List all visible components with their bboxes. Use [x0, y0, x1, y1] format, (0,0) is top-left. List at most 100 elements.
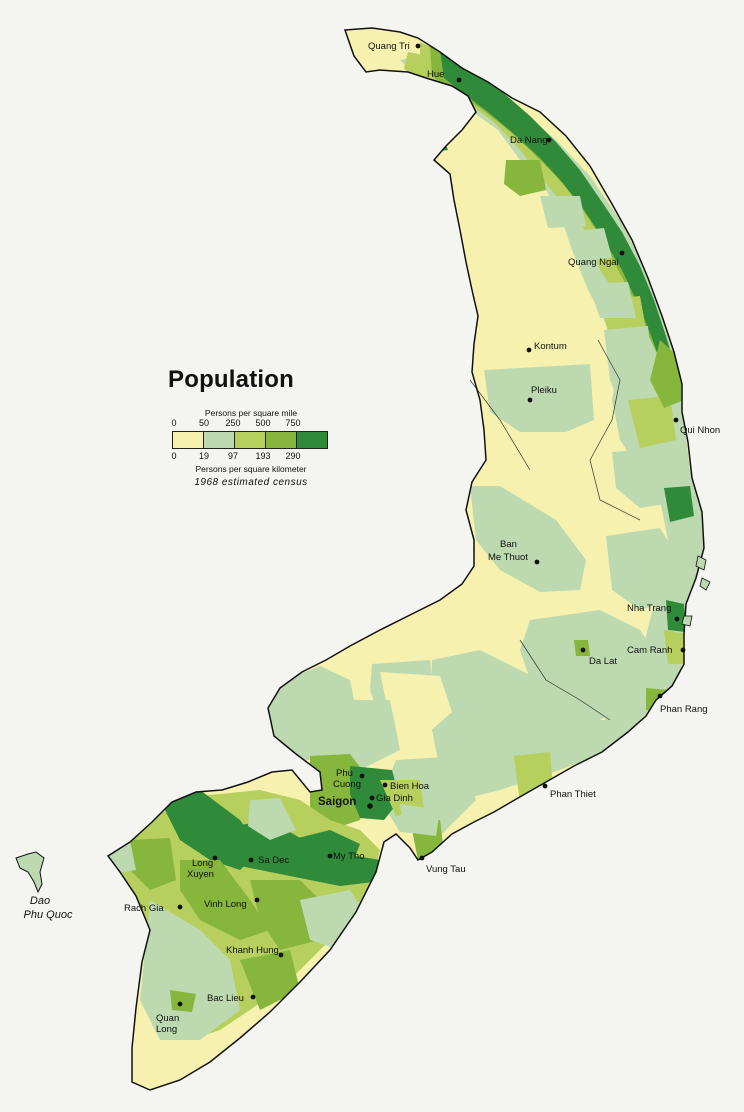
city-label-vung-tau: Vung Tau — [426, 864, 466, 875]
density-region — [248, 798, 296, 840]
legend-swatch — [297, 432, 327, 448]
city-marker — [212, 855, 218, 861]
city-label-saigon: Saigon — [318, 796, 356, 808]
density-region — [330, 700, 400, 770]
city-marker — [177, 1001, 183, 1007]
density-region — [132, 1040, 170, 1086]
city-label-sa-dec: Sa Dec — [258, 855, 289, 866]
city-label-da-lat: Da Lat — [589, 656, 617, 667]
city-marker — [415, 43, 421, 49]
island-label: Dao — [30, 895, 50, 907]
legend-tick: 50 — [198, 418, 210, 428]
city-marker — [369, 795, 375, 801]
legend: Population Persons per square mile 0 50 … — [166, 366, 336, 488]
city-marker — [534, 559, 540, 565]
city-marker — [254, 897, 260, 903]
city-label-phu-cuong: Phu — [336, 768, 353, 779]
island-label: Phu Quoc — [24, 909, 73, 921]
legend-swatch — [235, 432, 266, 448]
city-label-gia-dinh: Gia Dinh — [376, 793, 413, 804]
density-region — [666, 600, 686, 632]
city-marker — [419, 855, 425, 861]
legend-ticks-km: 0 19 97 193 290 — [166, 451, 336, 464]
city-label-ban-me-thuot: Ban — [500, 539, 517, 550]
density-region — [418, 120, 448, 152]
city-marker — [278, 952, 284, 958]
legend-tick: 193 — [255, 451, 271, 461]
density-region — [540, 196, 586, 228]
legend-unit-mile: Persons per square mile — [204, 408, 298, 418]
density-region — [430, 650, 640, 800]
city-label-phu-cuong: Cuong — [333, 779, 361, 790]
city-marker — [248, 857, 254, 863]
city-label-long-xuyen: Long — [192, 858, 213, 869]
legend-tick: 0 — [171, 451, 177, 461]
density-region — [380, 672, 452, 740]
city-label-phan-thiet: Phan Thiet — [550, 789, 596, 800]
city-marker — [327, 853, 333, 859]
density-region — [180, 860, 270, 940]
city-label-kontum: Kontum — [534, 341, 567, 352]
density-region — [290, 830, 360, 870]
city-marker — [367, 803, 373, 809]
legend-swatch — [266, 432, 297, 448]
city-marker — [527, 397, 533, 403]
density-region — [470, 486, 586, 592]
city-marker — [680, 647, 686, 653]
density-region — [130, 838, 176, 890]
density-regions — [108, 42, 704, 1086]
city-label-rach-gia: Rach Gia — [124, 903, 164, 914]
city-marker — [526, 347, 532, 353]
city-marker — [619, 250, 625, 256]
city-markers — [177, 43, 686, 1007]
city-labels: Quang Tri Hue Da Nang Quang Ngai Kontum … — [124, 41, 720, 1035]
city-label-khanh-hung: Khanh Hung — [226, 945, 279, 956]
density-region — [568, 228, 612, 262]
legend-tick: 19 — [198, 451, 210, 461]
legend-ticks-mile: 0 50 250 500 750 — [166, 418, 336, 431]
legend-unit-km: Persons per square kilometer — [195, 464, 307, 474]
city-marker — [657, 693, 663, 699]
city-marker — [382, 782, 388, 788]
density-region — [664, 630, 688, 664]
density-region — [240, 950, 300, 1010]
density-region — [140, 900, 240, 1040]
density-region — [484, 364, 594, 432]
city-marker — [456, 77, 462, 83]
city-marker — [580, 647, 586, 653]
city-label-quan-long: Long — [156, 1024, 177, 1035]
density-region — [170, 990, 196, 1012]
legend-tick: 750 — [285, 418, 301, 428]
city-marker — [250, 994, 256, 1000]
density-region — [350, 766, 400, 820]
city-marker — [177, 904, 183, 910]
country-outline — [106, 27, 705, 1091]
city-label-phan-rang: Phan Rang — [660, 704, 708, 715]
city-label-bac-lieu: Bac Lieu — [207, 993, 244, 1004]
city-marker — [546, 137, 552, 143]
density-region — [440, 50, 682, 404]
city-marker — [542, 783, 548, 789]
phu-quoc-island: Dao Phu Quoc — [15, 851, 73, 921]
density-region — [504, 160, 546, 196]
density-region — [606, 528, 680, 610]
density-region — [420, 42, 640, 300]
city-label-cam-ranh: Cam Ranh — [627, 645, 672, 656]
legend-tick: 500 — [255, 418, 271, 428]
internal-boundaries — [469, 339, 641, 721]
city-label-vinh-long: Vinh Long — [204, 899, 247, 910]
density-region — [664, 486, 694, 522]
coastal-islands — [681, 555, 711, 627]
legend-swatch — [173, 432, 204, 448]
legend-tick: 97 — [227, 451, 239, 461]
city-label-nha-trang: Nha Trang — [627, 603, 671, 614]
city-marker — [674, 616, 680, 622]
legend-tick: 250 — [225, 418, 241, 428]
legend-tick: 290 — [285, 451, 301, 461]
legend-title: Population — [168, 366, 294, 393]
city-label-long-xuyen: Xuyen — [187, 869, 214, 880]
city-label-qui-nhon: Qui Nhon — [680, 425, 720, 436]
density-region — [588, 282, 636, 318]
city-label-quang-ngai: Quang Ngai — [568, 257, 619, 268]
